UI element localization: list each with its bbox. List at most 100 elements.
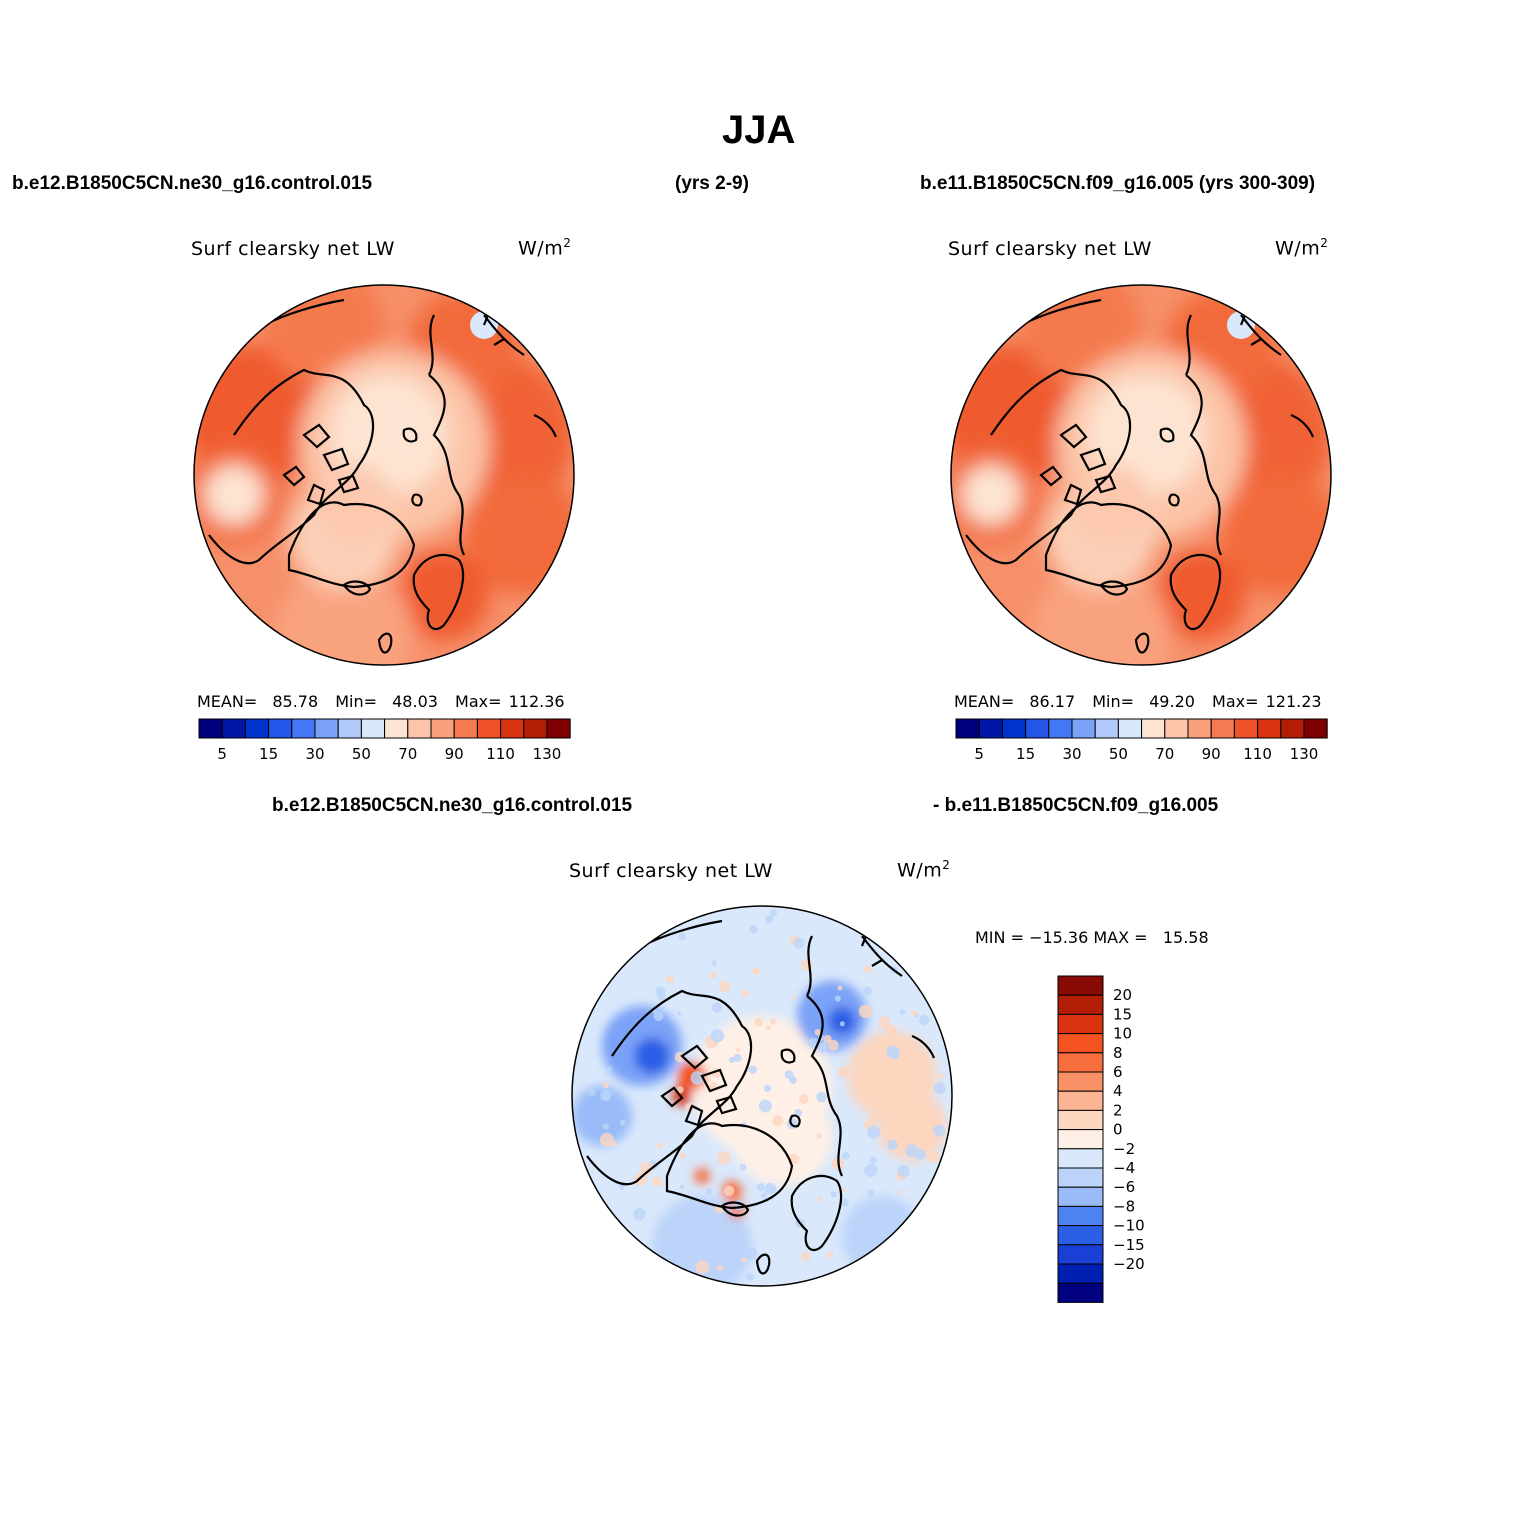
diff-colorbar-swatch [1057,994,1104,1015]
diff-colorbar-tick-label: −6 [1113,1178,1135,1196]
map-case1-border [193,284,575,666]
panel1-min-label: Min= [335,692,378,711]
colorbar1-tick-label: 110 [486,745,515,763]
colorbar2-tick-label: 130 [1290,745,1319,763]
colorbar2-swatch [1303,718,1328,739]
colorbar2-swatch [1164,718,1189,739]
colorbar1-swatch [314,718,339,739]
colorbar1-swatch [198,718,223,739]
diff-units-exp: 2 [942,858,951,872]
diff-colorbar-tick-label: −2 [1113,1140,1135,1158]
colorbar1-swatch [268,718,293,739]
diff-colorbar-swatch [1057,1263,1104,1284]
colorbar2-tick-label: 5 [974,745,984,763]
panel2-min-value: 49.20 [1149,692,1195,711]
diff-colorbar-tick-label: 8 [1113,1044,1123,1062]
colorbar1-swatch [523,718,548,739]
panel2-variable: Surf clearsky net LW [948,238,1152,260]
colorbar1-swatch [360,718,386,739]
diff-colorbar-swatch [1057,1071,1104,1092]
map-difference [572,906,952,1286]
colorbar2-swatch [955,718,980,739]
diff-colorbar-swatch [1057,1244,1104,1265]
diff-header-left: b.e12.B1850C5CN.ne30_g16.control.015 [272,795,633,816]
diff-variable: Surf clearsky net LW [569,860,773,882]
diff-colorbar-tick-label: −4 [1113,1159,1135,1177]
colorbar2-swatch [1280,718,1305,739]
figure-title: JJA [722,108,796,152]
diff-minmax: MIN = −15.36 MAX = 15.58 [975,928,1209,947]
colorbar1-tick-label: 30 [305,745,324,763]
colorbar2-swatch [1001,718,1027,739]
colorbar2-swatch [1233,718,1259,739]
colorbar1-tick-label: 5 [217,745,227,763]
diff-colorbar-swatch [1057,1013,1104,1035]
diff-colorbar-tick-label: −15 [1113,1236,1145,1254]
panel2-max-label: Max= [1212,692,1259,711]
colorbar2-swatch [1025,718,1050,739]
case1-header: b.e12.B1850C5CN.ne30_g16.control.015 [12,173,373,194]
colorbar1-tick-label: 130 [533,745,562,763]
colorbar1-swatch [546,718,571,739]
map-case1 [194,285,574,665]
diff-colorbar-swatch [1057,1167,1104,1188]
colorbar1-swatch [384,718,409,739]
colorbar2-tick-label: 15 [1016,745,1035,763]
colorbar2-swatch [1094,718,1119,739]
colorbar1-tick-label: 70 [398,745,417,763]
colorbar1-swatch [244,718,270,739]
diff-units-base: W/m [897,859,943,882]
diff-colorbar-swatch [1057,1225,1104,1246]
colorbar1-swatch [407,718,432,739]
panel2-mean-value: 86.17 [1029,692,1076,711]
diff-colorbar-swatch [1057,1148,1104,1169]
diff-colorbar-tick-label: 10 [1113,1025,1132,1043]
panel1-variable: Surf clearsky net LW [191,238,395,260]
panel1-mean-label: MEAN= [197,692,258,711]
diff-colorbar-swatch [1057,1090,1104,1111]
colorbar2-tick-label: 110 [1243,745,1272,763]
panel1-units: W/m2 [518,236,571,259]
diff-colorbar-tick-label: 6 [1113,1063,1123,1081]
colorbar1-swatch [453,718,478,739]
diff-colorbar-swatch [1057,1052,1104,1073]
colorbar2-swatch [1117,718,1143,739]
colorbar2-tick-label: 50 [1109,745,1128,763]
diff-colorbar-tick-label: 20 [1113,986,1132,1004]
diff-colorbar-tick-label: −10 [1113,1217,1145,1235]
colorbar1-tick-label: 90 [445,745,464,763]
panel2-units-base: W/m [1275,237,1321,260]
diff-colorbar-swatch [1057,975,1104,996]
diff-colorbar-tick-label: 2 [1113,1101,1123,1119]
panel2-mean-label: MEAN= [954,692,1015,711]
colorbar2-swatch [1141,718,1166,739]
colorbar2-swatch [1048,718,1073,739]
colorbar2-tick-label: 30 [1062,745,1081,763]
panel2-stats: MEAN= 86.17 Min= 49.20 Max= 121.23 [954,692,1322,711]
panel1-min-value: 48.03 [392,692,438,711]
colorbar1-tick-label: 50 [352,745,371,763]
colorbar1-swatch [221,718,246,739]
map-case2-border [950,284,1332,666]
map-difference-border [571,905,953,1287]
panel1-max-label: Max= [455,692,502,711]
diff-colorbar-swatch [1057,1129,1104,1150]
colorbar1-swatch [476,718,502,739]
map-case2 [951,285,1331,665]
colorbar1-swatch [291,718,316,739]
diff-colorbar-swatch [1057,1033,1104,1054]
panel2-units: W/m2 [1275,236,1328,259]
panel1-units-base: W/m [518,237,564,260]
panel2-units-exp: 2 [1320,236,1329,250]
panel1-max-value: 112.36 [508,692,565,711]
diff-colorbar-swatch [1057,1109,1104,1131]
diff-colorbar-tick-label: −8 [1113,1197,1135,1215]
diff-colorbar-tick-label: −20 [1113,1255,1145,1273]
panel1-mean-value: 85.78 [272,692,319,711]
diff-colorbar-swatch [1057,1205,1104,1227]
colorbar2-swatch [1210,718,1235,739]
diff-units: W/m2 [897,858,950,881]
colorbar2-swatch [1071,718,1096,739]
diff-colorbar-tick-label: 15 [1113,1005,1132,1023]
panel1-stats: MEAN= 85.78 Min= 48.03 Max= 112.36 [197,692,565,711]
